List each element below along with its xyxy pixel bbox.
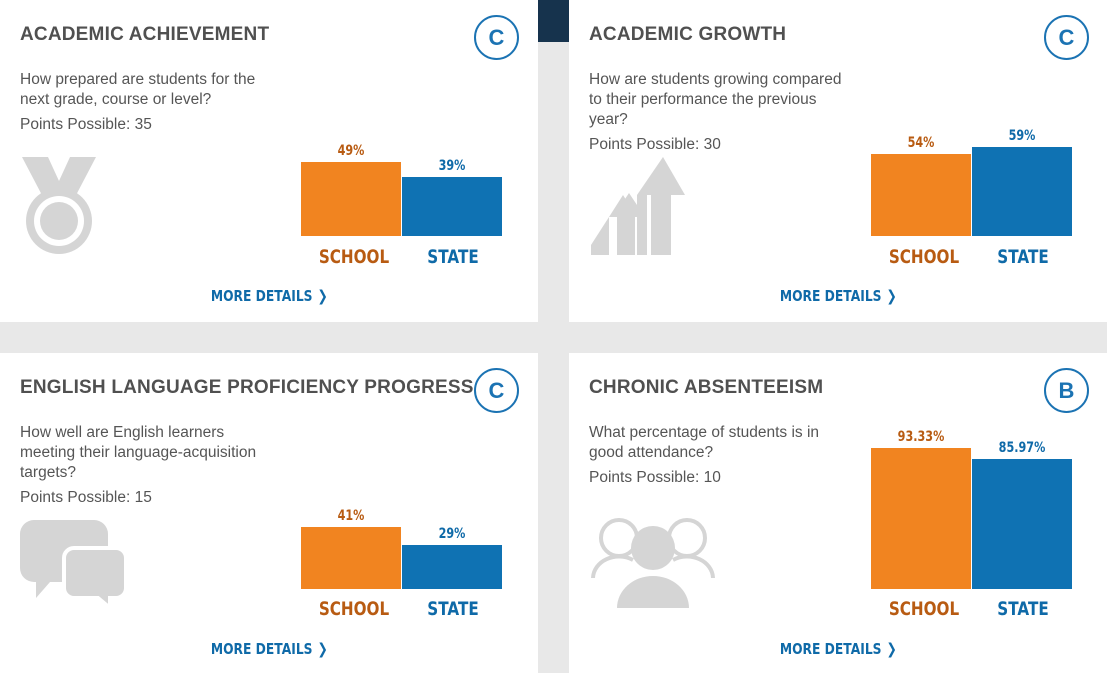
school-bar — [871, 448, 971, 589]
more-details-link[interactable]: MORE DETAILS ❯ — [211, 640, 328, 658]
comparison-chart: 41% 29% — [301, 353, 502, 633]
grade-badge: C — [474, 368, 519, 413]
school-value-label: 49% — [337, 143, 365, 159]
card-question: What percentage of students is in good a… — [589, 424, 820, 461]
comparison-chart: 49% 39% — [301, 0, 502, 280]
chevron-right-icon: ❯ — [886, 640, 897, 658]
school-bar — [301, 162, 401, 236]
growth-arrows-icon — [591, 157, 685, 255]
card-academic-growth: ACADEMIC GROWTH C How are students growi… — [569, 0, 1107, 322]
header-tab — [538, 0, 569, 42]
school-bar — [301, 527, 401, 589]
speech-bubbles-icon — [20, 520, 128, 610]
card-title: ACADEMIC GROWTH — [589, 24, 787, 45]
card-question: How well are English learners meeting th… — [20, 424, 257, 481]
card-english-language-proficiency: ENGLISH LANGUAGE PROFICIENCY PROGRESS C … — [0, 353, 538, 673]
state-axis-label: STATE — [997, 598, 1049, 620]
more-details-label: MORE DETAILS — [779, 640, 882, 658]
points-possible: Points Possible: 15 — [20, 489, 152, 506]
comparison-chart: 93.33% 85.97% — [871, 353, 1072, 633]
school-bar — [871, 154, 971, 236]
chevron-right-icon: ❯ — [317, 640, 328, 658]
comparison-chart: 54% 59% — [871, 0, 1072, 280]
state-bar — [972, 459, 1072, 589]
state-bar — [402, 545, 502, 589]
card-footer: MORE DETAILS ❯ — [0, 270, 538, 322]
card-question: How are students growing compared to the… — [589, 71, 842, 128]
card-chronic-absenteeism: CHRONIC ABSENTEEISM B What percentage of… — [569, 353, 1107, 673]
more-details-link[interactable]: MORE DETAILS ❯ — [780, 640, 897, 658]
state-axis-label: STATE — [427, 246, 479, 268]
more-details-label: MORE DETAILS — [210, 287, 313, 305]
medal-icon — [22, 157, 96, 254]
more-details-label: MORE DETAILS — [210, 640, 313, 658]
card-footer: MORE DETAILS ❯ — [569, 623, 1107, 673]
state-value-label: 59% — [1008, 127, 1036, 144]
people-group-icon — [591, 518, 715, 608]
points-possible: Points Possible: 30 — [589, 136, 721, 153]
card-footer: MORE DETAILS ❯ — [569, 270, 1107, 322]
state-value-label: 39% — [438, 158, 466, 175]
grade-badge: C — [1044, 15, 1089, 60]
school-axis-label: SCHOOL — [318, 246, 390, 268]
card-academic-achievement: ACADEMIC ACHIEVEMENT C How prepared are … — [0, 0, 538, 322]
school-value-label: 41% — [337, 508, 365, 525]
school-axis-label: SCHOOL — [318, 598, 390, 620]
chevron-right-icon: ❯ — [317, 287, 328, 305]
card-title: CHRONIC ABSENTEEISM — [589, 377, 824, 398]
grade-badge: C — [474, 15, 519, 60]
state-axis-label: STATE — [427, 598, 479, 620]
school-axis-label: SCHOOL — [888, 598, 960, 620]
card-title: ENGLISH LANGUAGE PROFICIENCY PROGRESS — [20, 377, 474, 398]
school-value-label: 93.33% — [897, 429, 945, 446]
more-details-label: MORE DETAILS — [779, 287, 882, 305]
state-value-label: 85.97% — [998, 440, 1046, 457]
more-details-link[interactable]: MORE DETAILS ❯ — [780, 287, 897, 305]
card-title: ACADEMIC ACHIEVEMENT — [20, 24, 270, 45]
card-question: How prepared are students for the next g… — [20, 71, 256, 108]
state-bar — [972, 146, 1072, 236]
school-value-label: 54% — [907, 135, 935, 152]
state-axis-label: STATE — [997, 246, 1049, 268]
card-footer: MORE DETAILS ❯ — [0, 623, 538, 673]
school-axis-label: SCHOOL — [888, 246, 960, 268]
points-possible: Points Possible: 35 — [20, 116, 152, 133]
points-possible: Points Possible: 10 — [589, 469, 721, 486]
grade-badge: B — [1044, 368, 1089, 413]
state-value-label: 29% — [438, 526, 466, 543]
state-bar — [402, 177, 502, 236]
more-details-link[interactable]: MORE DETAILS ❯ — [211, 287, 328, 305]
chevron-right-icon: ❯ — [886, 287, 897, 305]
